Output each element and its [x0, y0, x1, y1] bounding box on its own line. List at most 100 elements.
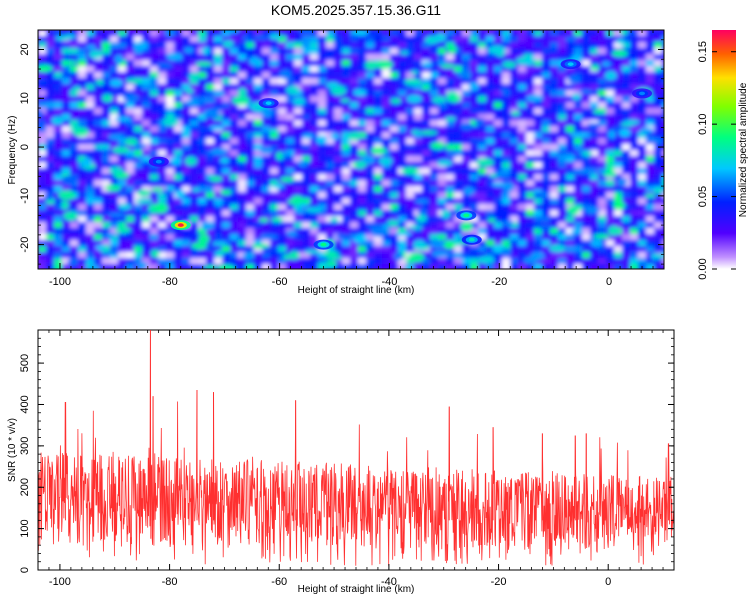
heatmap-cell [342, 216, 351, 223]
heatmap-blob [88, 49, 103, 59]
heatmap-cell [310, 228, 319, 235]
heatmap-cell [398, 120, 407, 127]
heatmap-cell [190, 108, 199, 115]
colorbar-tick-label: 0.00 [697, 258, 709, 279]
heatmap-cell [70, 108, 79, 115]
heatmap-cell [270, 138, 279, 145]
heatmap-cell [534, 72, 543, 79]
heatmap-cell [134, 84, 143, 91]
heatmap-cell [566, 264, 575, 269]
heatmap-cell [446, 228, 455, 235]
heatmap-cell [46, 204, 55, 211]
heatmap-cell [182, 258, 191, 265]
heatmap-cell [470, 114, 479, 121]
heatmap-cell [534, 42, 543, 49]
colorbar: 0.000.050.100.15 Normalized spectral amp… [697, 30, 749, 280]
heatmap-cell [126, 90, 135, 97]
heatmap-cell [198, 162, 207, 169]
heatmap-cell [422, 162, 431, 169]
heatmap-cell [38, 216, 47, 223]
heatmap-cell [430, 162, 439, 169]
heatmap-cell [398, 144, 407, 151]
heatmap-cell [150, 168, 159, 175]
heatmap-cell [398, 132, 407, 139]
heatmap-cell [366, 114, 375, 121]
heatmap-cell [430, 72, 439, 79]
heatmap-cell [462, 102, 471, 109]
heatmap-cell [278, 36, 287, 43]
heatmap-cell [606, 120, 615, 127]
heatmap-cell [326, 162, 335, 169]
heatmap-cell [582, 78, 591, 85]
heatmap-cell [70, 240, 79, 247]
heatmap-cell [406, 72, 415, 79]
heatmap-cell [334, 192, 343, 199]
heatmap-cell [518, 216, 527, 223]
heatmap-cell [94, 168, 103, 175]
heatmap-cell [166, 150, 175, 157]
heatmap-cell [174, 234, 183, 241]
heatmap-cell [470, 30, 479, 37]
heatmap-cell [46, 138, 55, 145]
heatmap-cell [118, 180, 127, 187]
heatmap-cell [414, 144, 423, 151]
heatmap-cell [246, 222, 255, 229]
heatmap-cell [414, 108, 423, 115]
heatmap-cell [630, 138, 639, 145]
heatmap-cell [662, 60, 664, 67]
heatmap-cell [278, 264, 287, 269]
heatmap-cell [198, 258, 207, 265]
heatmap-cell [118, 156, 127, 163]
heatmap-cell [350, 192, 359, 199]
heatmap-cell [630, 132, 639, 139]
heatmap-cell [318, 30, 327, 37]
heatmap-cell [102, 228, 111, 235]
heatmap-cell [246, 78, 255, 85]
heatmap-cell [374, 180, 383, 187]
heatmap-cell [646, 72, 655, 79]
heatmap-cell [438, 120, 447, 127]
heatmap-cell [622, 54, 631, 61]
heatmap-cell [414, 90, 423, 97]
heatmap-cell [62, 138, 71, 145]
heatmap-cell [254, 72, 263, 79]
heatmap-blob [569, 132, 587, 137]
heatmap-cell [654, 258, 663, 265]
heatmap-cell [230, 252, 239, 259]
heatmap-cell [550, 258, 559, 265]
heatmap-cell [118, 258, 127, 265]
heatmap-cell [86, 222, 95, 229]
heatmap-blob [437, 159, 453, 167]
heatmap-cell [414, 84, 423, 91]
heatmap-cell [462, 36, 471, 43]
heatmap-cell [646, 162, 655, 169]
heatmap-cell [342, 84, 351, 91]
heatmap-cell [350, 78, 359, 85]
heatmap-cell [278, 60, 287, 67]
heatmap-cell [190, 42, 199, 49]
heatmap-cell [278, 228, 287, 235]
heatmap-cell [38, 54, 47, 61]
heatmap-cell [46, 216, 55, 223]
heatmap-cell [350, 168, 359, 175]
heatmap-cell [206, 72, 215, 79]
heatmap-cell [326, 186, 335, 193]
heatmap-cell [406, 258, 415, 265]
heatmap-blob [269, 128, 280, 134]
heatmap-cell [390, 156, 399, 163]
heatmap-cell [374, 114, 383, 121]
heatmap-cell [134, 216, 143, 223]
heatmap-cell [310, 234, 319, 241]
heatmap-cell [598, 42, 607, 49]
heatmap-cell [526, 246, 535, 253]
heatmap-cell [126, 72, 135, 79]
heatmap-cell [214, 54, 223, 61]
heatmap-cell [110, 216, 119, 223]
heatmap-cell [438, 132, 447, 139]
heatmap-cell [518, 138, 527, 145]
heatmap-cell [174, 66, 183, 73]
heatmap-cell [366, 90, 375, 97]
heatmap-cell [342, 168, 351, 175]
heatmap-cell [62, 150, 71, 157]
heatmap-cell [486, 180, 495, 187]
